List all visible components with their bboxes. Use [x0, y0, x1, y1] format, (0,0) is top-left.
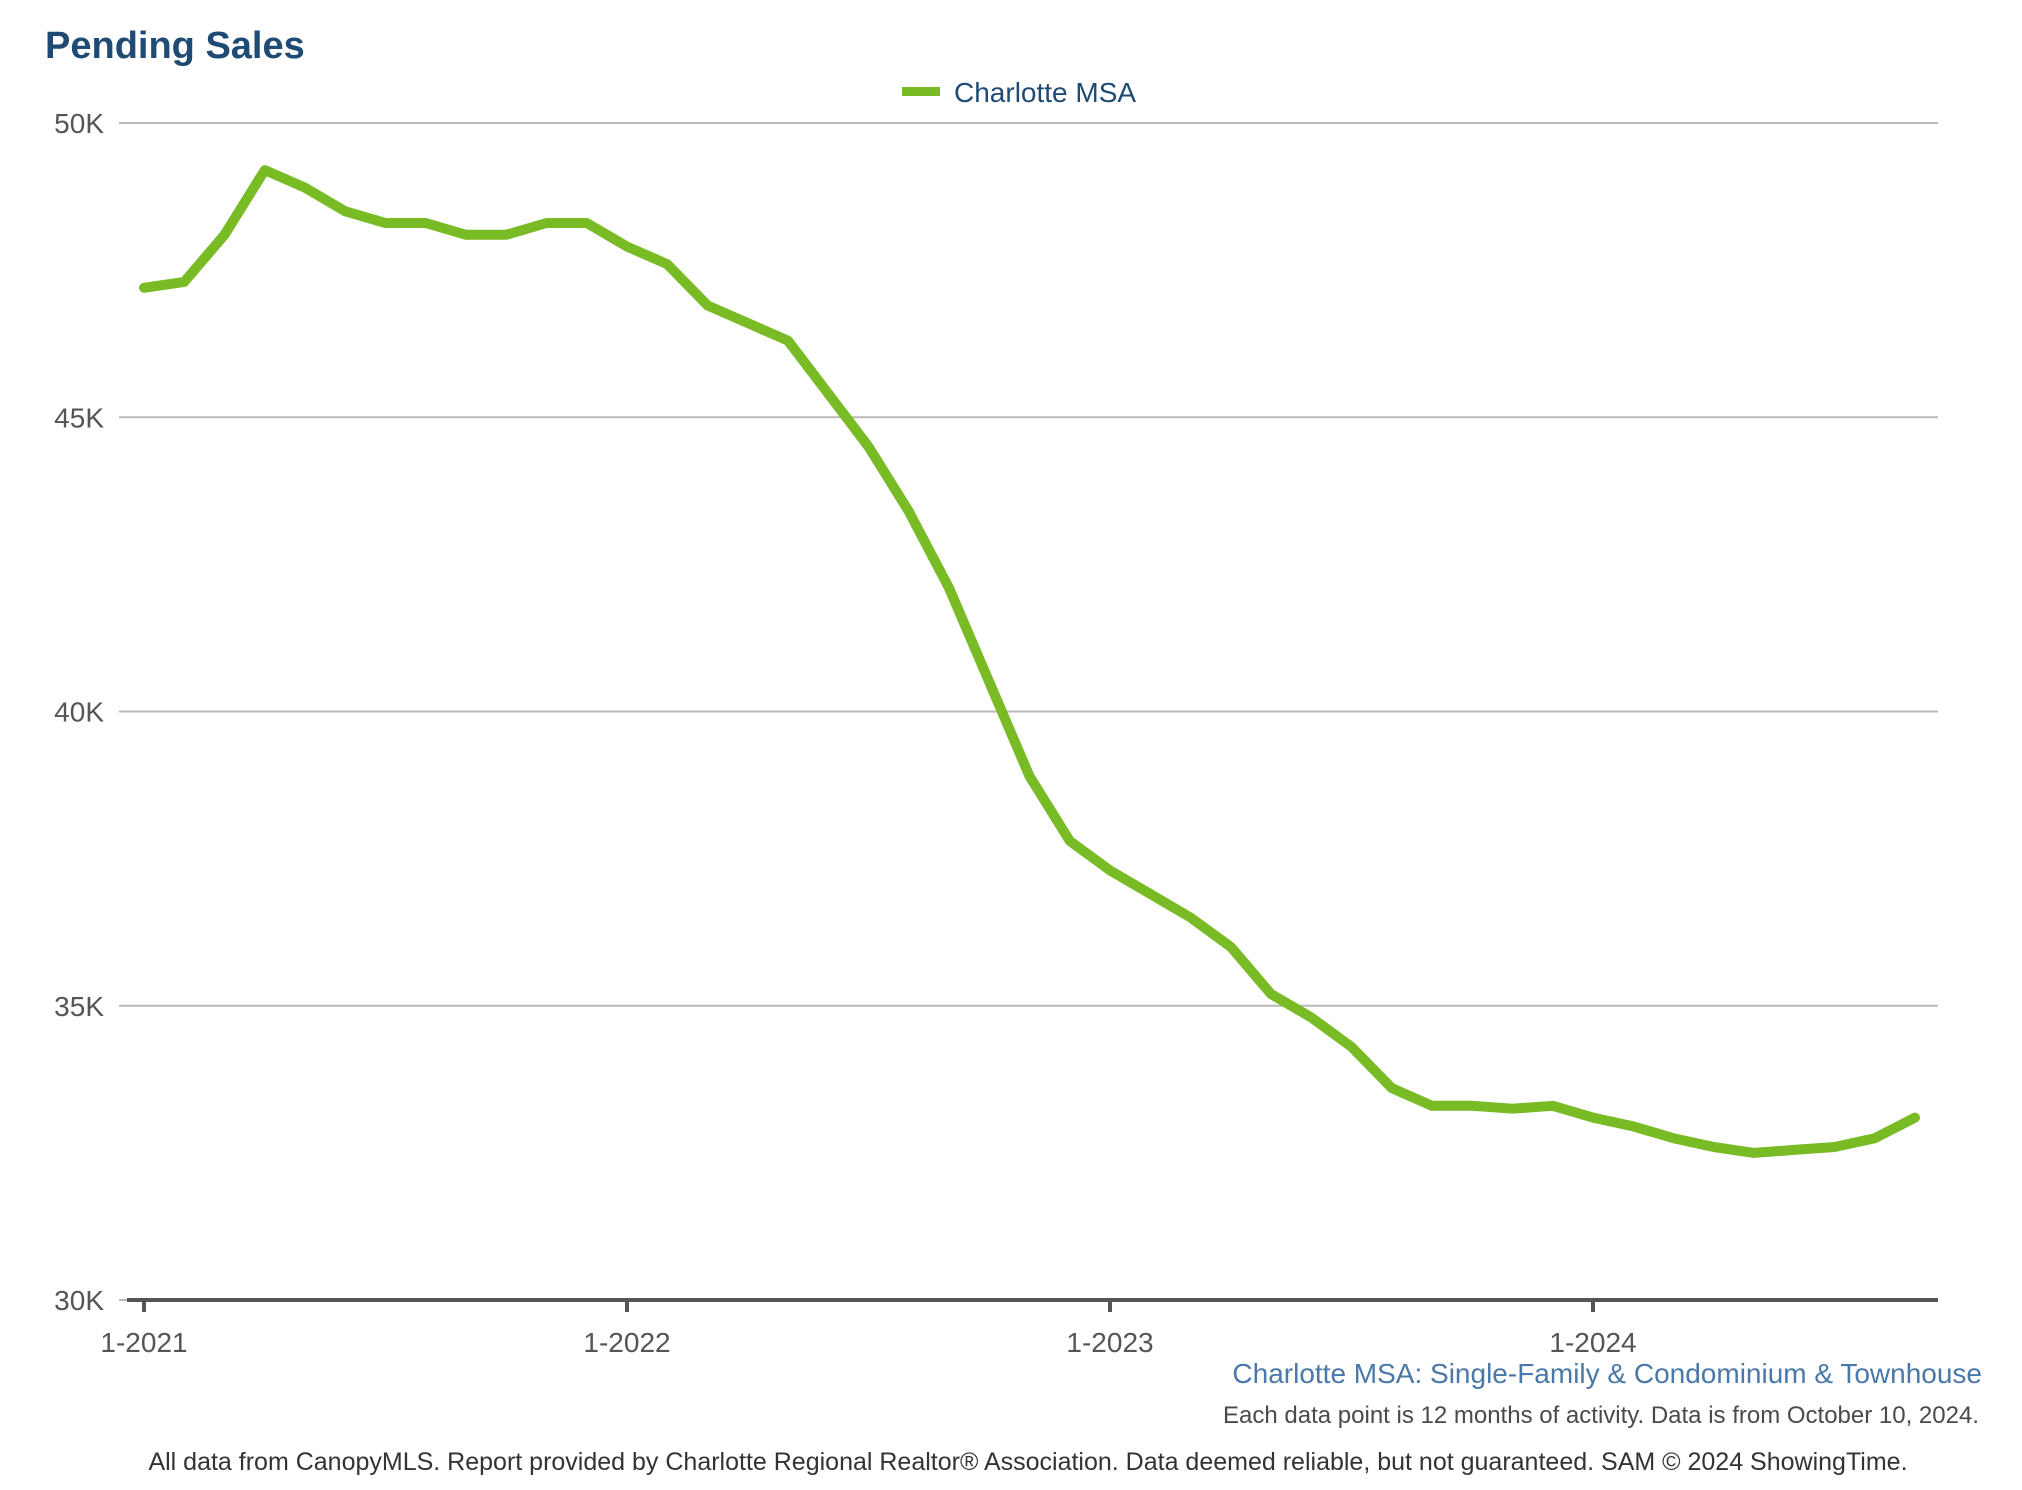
- legend-swatch-charlotte-msa: [902, 87, 940, 96]
- data-point-30: [1347, 1042, 1357, 1052]
- data-point-21: [984, 677, 994, 687]
- data-point-24: [1105, 865, 1115, 875]
- data-point-9: [501, 230, 511, 240]
- data-point-25: [1145, 889, 1155, 899]
- chart-title: Pending Sales: [45, 25, 305, 67]
- data-point-22: [1025, 771, 1035, 781]
- data-point-14: [703, 300, 713, 310]
- data-point-44: [1910, 1113, 1920, 1123]
- data-point-4: [300, 183, 310, 193]
- data-point-1: [179, 277, 189, 287]
- data-point-0: [139, 283, 149, 293]
- data-point-41: [1789, 1145, 1799, 1155]
- y-tick-label-30k: 30K: [54, 1285, 104, 1316]
- x-tick-label-1-2023: 1-2023: [1066, 1327, 1153, 1358]
- legend-label-charlotte-msa: Charlotte MSA: [954, 77, 1136, 108]
- data-point-20: [944, 583, 954, 593]
- data-point-32: [1427, 1101, 1437, 1111]
- data-point-28: [1266, 989, 1276, 999]
- data-point-29: [1306, 1013, 1316, 1023]
- data-point-17: [823, 389, 833, 399]
- data-point-42: [1830, 1142, 1840, 1152]
- data-point-36: [1588, 1113, 1598, 1123]
- data-point-13: [662, 259, 672, 269]
- y-tick-label-40k: 40K: [54, 697, 104, 728]
- grid-lines: [119, 122, 1938, 1301]
- chart-subtitle: Charlotte MSA: Single-Family & Condomini…: [1232, 1358, 1982, 1389]
- data-point-5: [340, 206, 350, 216]
- data-point-40: [1749, 1148, 1759, 1158]
- data-point-16: [783, 336, 793, 346]
- data-point-33: [1467, 1101, 1477, 1111]
- x-tick-label-1-2021: 1-2021: [100, 1327, 187, 1358]
- series-line-charlotte-msa: [139, 165, 1920, 1158]
- data-point-38: [1669, 1133, 1679, 1143]
- x-axis: [127, 1298, 1938, 1312]
- data-point-18: [864, 442, 874, 452]
- data-note: Each data point is 12 months of activity…: [1223, 1402, 1979, 1429]
- data-point-43: [1870, 1133, 1880, 1143]
- data-point-15: [743, 318, 753, 328]
- y-tick-label-35k: 35K: [54, 991, 104, 1022]
- data-point-8: [461, 230, 471, 240]
- x-tick-label-1-2024: 1-2024: [1549, 1327, 1636, 1358]
- data-point-19: [904, 506, 914, 516]
- data-point-3: [260, 165, 270, 175]
- data-point-10: [542, 218, 552, 228]
- series-charlotte-msa: [139, 165, 1920, 1158]
- data-point-7: [421, 218, 431, 228]
- data-point-39: [1709, 1142, 1719, 1152]
- x-axis-tick-labels: 1-2021 1-2022 1-2023 1-2024: [100, 1327, 1636, 1358]
- data-point-12: [622, 242, 632, 252]
- data-point-23: [1065, 836, 1075, 846]
- data-point-11: [582, 218, 592, 228]
- data-point-27: [1226, 942, 1236, 952]
- y-axis-tick-labels: 50K 45K 40K 35K 30K: [54, 108, 104, 1316]
- data-point-37: [1628, 1121, 1638, 1131]
- y-tick-label-50k: 50K: [54, 108, 104, 139]
- data-point-31: [1387, 1083, 1397, 1093]
- y-tick-label-45k: 45K: [54, 402, 104, 433]
- legend: Charlotte MSA: [902, 77, 1136, 108]
- report-footer: All data from CanopyMLS. Report provided…: [148, 1448, 1907, 1476]
- data-point-35: [1548, 1101, 1558, 1111]
- data-point-26: [1186, 912, 1196, 922]
- data-point-6: [381, 218, 391, 228]
- data-point-34: [1508, 1104, 1518, 1114]
- x-tick-label-1-2022: 1-2022: [583, 1327, 670, 1358]
- data-point-2: [220, 230, 230, 240]
